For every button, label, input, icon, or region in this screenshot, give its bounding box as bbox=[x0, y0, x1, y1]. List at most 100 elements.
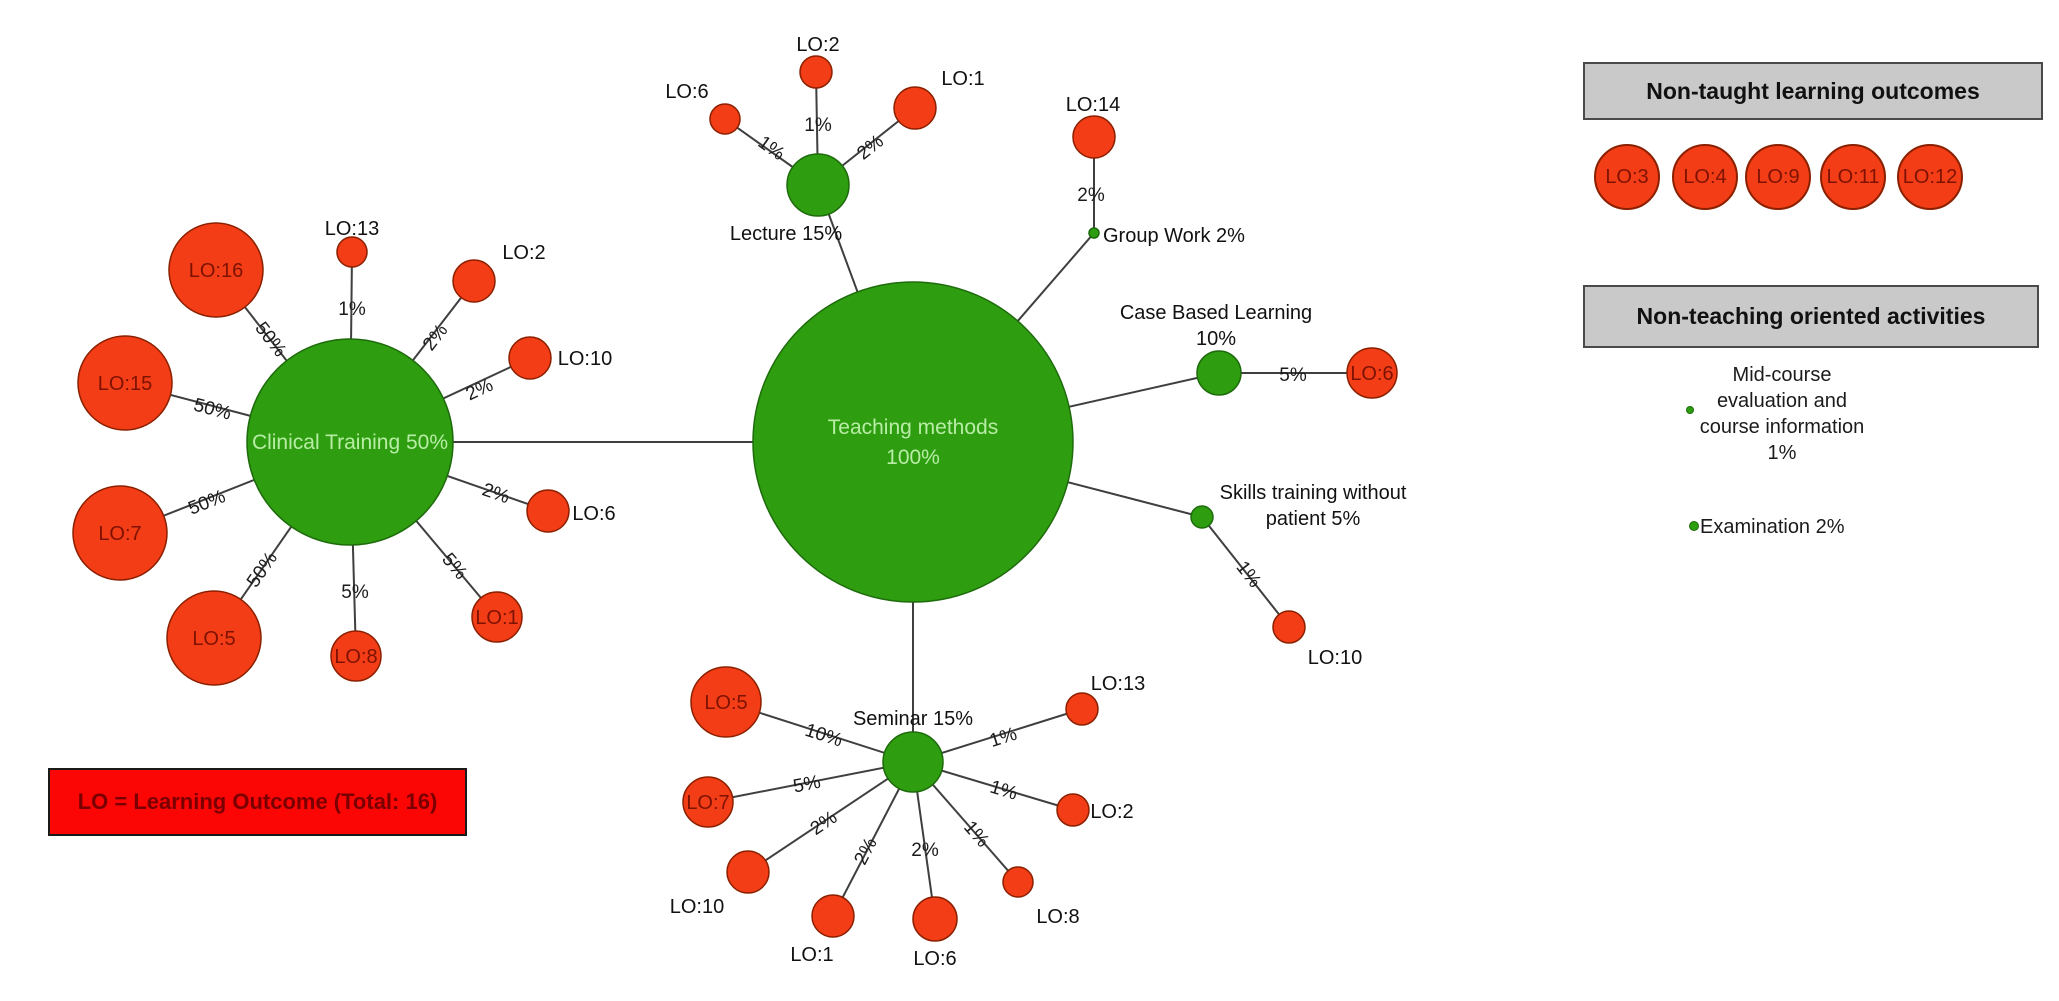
edge-skills-s10 bbox=[1201, 516, 1290, 628]
lo-circle-se5 bbox=[690, 666, 762, 738]
node-label-c2: LO:2 bbox=[502, 242, 545, 264]
edge-seminar-se10 bbox=[747, 761, 914, 873]
edge-label-lecture-l1: 2% bbox=[853, 131, 888, 165]
lo-circle-se10 bbox=[726, 850, 770, 894]
lo-circle-c13 bbox=[336, 236, 368, 268]
lo-circle-c2 bbox=[452, 259, 496, 303]
node-label-se8: LO:8 bbox=[1036, 906, 1079, 928]
node-label-g14: LO:14 bbox=[1066, 94, 1120, 116]
method-circle-lecture bbox=[786, 153, 850, 217]
node-label-l1: LO:1 bbox=[941, 68, 984, 90]
node-label-c13: LO:13 bbox=[325, 218, 379, 240]
legend-lo-circle-lo12: LO:12 bbox=[1897, 144, 1963, 210]
node-label-c15: LO:15 bbox=[98, 373, 152, 395]
lo-circle-se7 bbox=[682, 776, 734, 828]
edge-label-groupwork-g14: 2% bbox=[1077, 185, 1105, 206]
lo-circle-se6 bbox=[912, 896, 958, 942]
edge-label-lecture-l2: 1% bbox=[804, 115, 832, 136]
non-teaching-legend-box: Non-teaching oriented activities bbox=[1583, 285, 2039, 348]
lo-circle-l1 bbox=[893, 86, 937, 130]
lo-circle-c1 bbox=[471, 591, 523, 643]
node-label-cb6: LO:6 bbox=[1350, 363, 1393, 385]
method-circle-cbl bbox=[1196, 350, 1242, 396]
edge-label-clinical-c2: 2% bbox=[419, 320, 452, 355]
lo-circle-c15 bbox=[77, 335, 173, 431]
node-label-se2: LO:2 bbox=[1090, 801, 1133, 823]
lo-circle-c7 bbox=[72, 485, 168, 581]
node-label-groupwork: Group Work 2% bbox=[1103, 225, 1245, 247]
lo-circle-se1 bbox=[811, 894, 855, 938]
edge-seminar-se7 bbox=[707, 761, 914, 803]
node-label-cbl: Case Based Learning 10% bbox=[1120, 302, 1312, 350]
edge-label-seminar-se7: 5% bbox=[791, 772, 822, 798]
node-label-l2: LO:2 bbox=[796, 34, 839, 56]
lo-circle-c6 bbox=[526, 489, 570, 533]
node-label-c6: LO:6 bbox=[572, 503, 615, 525]
method-circle-groupwork bbox=[1088, 227, 1100, 239]
node-label-clinical: Clinical Training 50% bbox=[252, 431, 448, 454]
legend-lo-circle-lo4: LO:4 bbox=[1672, 144, 1738, 210]
node-label-se5: LO:5 bbox=[704, 692, 747, 714]
mid-course-dot-icon bbox=[1686, 406, 1694, 414]
node-label-teaching: Teaching methods 100% bbox=[828, 416, 998, 469]
node-label-se1: LO:1 bbox=[790, 944, 833, 966]
edge-label-seminar-se13: 1% bbox=[987, 724, 1020, 752]
node-label-c16: LO:16 bbox=[189, 260, 243, 282]
edge-label-seminar-se2: 1% bbox=[987, 777, 1019, 805]
node-label-seminar: Seminar 15% bbox=[853, 708, 973, 730]
edge-label-cbl-cb6: 5% bbox=[1279, 365, 1307, 386]
lo-circle-se8 bbox=[1002, 866, 1034, 898]
edge-label-clinical-c6: 2% bbox=[479, 479, 512, 508]
node-label-skills: Skills training without patient 5% bbox=[1220, 482, 1407, 530]
lo-circle-se2 bbox=[1056, 793, 1090, 827]
lo-circle-cb6 bbox=[1346, 347, 1398, 399]
node-label-c1: LO:1 bbox=[475, 607, 518, 629]
examination-label: Examination 2% bbox=[1700, 516, 1845, 538]
non-taught-legend-title: Non-taught learning outcomes bbox=[1646, 77, 1980, 104]
edge-label-clinical-c1: 5% bbox=[437, 549, 471, 584]
node-label-c5: LO:5 bbox=[192, 628, 235, 650]
examination-dot-icon bbox=[1689, 521, 1699, 531]
lo-circle-c16 bbox=[168, 222, 264, 318]
node-label-se6: LO:6 bbox=[913, 948, 956, 970]
edge-label-clinical-c15: 50% bbox=[191, 395, 233, 425]
lo-circle-se13 bbox=[1065, 692, 1099, 726]
lo-abbreviation-note-text: LO = Learning Outcome (Total: 16) bbox=[77, 789, 438, 814]
legend-lo-circle-lo9: LO:9 bbox=[1745, 144, 1811, 210]
node-label-se7: LO:7 bbox=[686, 792, 729, 814]
node-label-c8: LO:8 bbox=[334, 646, 377, 668]
edge-label-seminar-se5: 10% bbox=[802, 720, 845, 752]
edge-label-clinical-c5: 50% bbox=[243, 548, 282, 591]
lo-circle-g14 bbox=[1072, 115, 1116, 159]
method-circle-teaching bbox=[752, 281, 1074, 603]
edge-label-skills-s10: 1% bbox=[1232, 557, 1266, 592]
edge-label-clinical-c7: 50% bbox=[185, 486, 228, 520]
mid-course-label: Mid-course evaluation and course informa… bbox=[1699, 364, 1865, 464]
edge-label-clinical-c13: 1% bbox=[338, 299, 366, 320]
lo-circle-c10 bbox=[508, 336, 552, 380]
edge-label-clinical-c8: 5% bbox=[341, 582, 369, 603]
node-label-se13: LO:13 bbox=[1091, 673, 1145, 695]
node-label-se10: LO:10 bbox=[670, 896, 724, 918]
method-circle-seminar bbox=[882, 731, 944, 793]
non-teaching-legend-title: Non-teaching oriented activities bbox=[1636, 303, 1986, 329]
method-circle-skills bbox=[1190, 505, 1214, 529]
method-circle-clinical bbox=[246, 338, 454, 546]
edge-label-seminar-se6: 2% bbox=[911, 840, 939, 861]
lo-circle-l6 bbox=[709, 103, 741, 135]
edge-label-seminar-se1: 2% bbox=[850, 834, 881, 868]
edge-label-clinical-c10: 2% bbox=[463, 375, 497, 406]
lo-circle-c8 bbox=[330, 630, 382, 682]
node-label-lecture: Lecture 15% bbox=[730, 223, 843, 245]
node-label-l6: LO:6 bbox=[665, 81, 708, 103]
lo-circle-l2 bbox=[799, 55, 833, 89]
node-label-s10: LO:10 bbox=[1308, 647, 1362, 669]
lo-circle-s10 bbox=[1272, 610, 1306, 644]
legend-lo-circle-lo3: LO:3 bbox=[1594, 144, 1660, 210]
edge-label-seminar-se10: 2% bbox=[807, 807, 842, 840]
lo-circle-c5 bbox=[166, 590, 262, 686]
non-taught-legend-box: Non-taught learning outcomes bbox=[1583, 62, 2043, 120]
node-label-c7: LO:7 bbox=[98, 523, 141, 545]
